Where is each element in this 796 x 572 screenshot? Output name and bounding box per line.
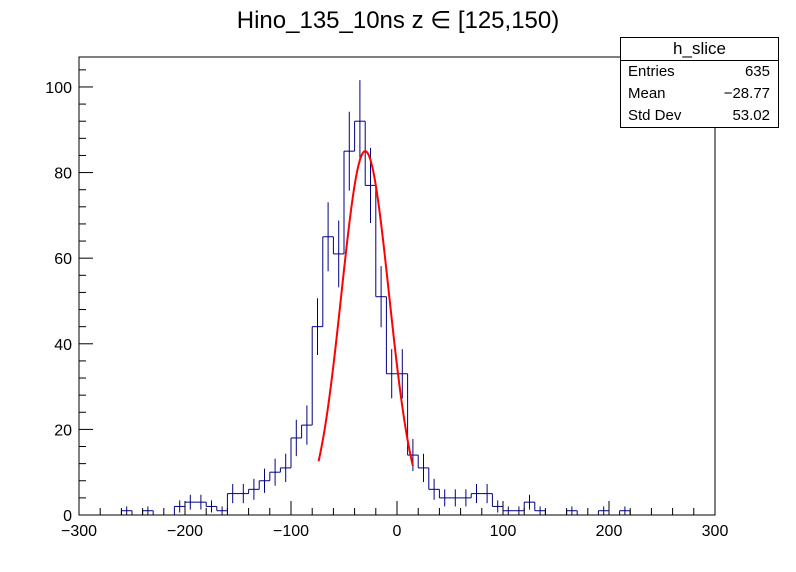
x-tick-label: −200 xyxy=(167,523,203,540)
fit-curve xyxy=(317,150,414,466)
stats-box: h_slice Entries 635 Mean −28.77 Std Dev … xyxy=(620,37,779,128)
axis-layer: −300 −200 −100 0 100 200 300 0 20 40 60 80 100 xyxy=(45,56,729,540)
stats-value: −28.77 xyxy=(723,85,770,102)
stats-label: Std Dev xyxy=(628,107,682,124)
y-tick-label: 40 xyxy=(54,337,72,354)
x-tick-label: −300 xyxy=(61,523,97,540)
y-tick-label: 20 xyxy=(54,422,72,439)
y-tick-label: 0 xyxy=(63,508,72,525)
chart-title: Hino_135_10ns z ∈ [125,150) xyxy=(236,7,560,34)
y-tick-label: 60 xyxy=(54,251,72,268)
stats-value: 53.02 xyxy=(732,107,770,124)
stats-row-entries: Entries 635 xyxy=(621,61,778,83)
x-tick-label: −100 xyxy=(273,523,309,540)
stats-label: Entries xyxy=(628,63,675,80)
stats-row-mean: Mean −28.77 xyxy=(621,83,778,105)
x-tick-label: 0 xyxy=(393,523,402,540)
stats-box-title: h_slice xyxy=(621,38,778,61)
x-tick-label: 200 xyxy=(596,523,623,540)
y-tick-label: 80 xyxy=(54,166,72,183)
stats-value: 635 xyxy=(744,63,770,80)
x-tick-label: 100 xyxy=(490,523,517,540)
stats-row-stddev: Std Dev 53.02 xyxy=(621,105,778,127)
fit-layer xyxy=(317,150,414,466)
histogram-layer xyxy=(79,80,715,516)
y-tick-label: 100 xyxy=(45,80,72,97)
stats-label: Mean xyxy=(628,85,666,102)
x-tick-label: 300 xyxy=(702,523,729,540)
